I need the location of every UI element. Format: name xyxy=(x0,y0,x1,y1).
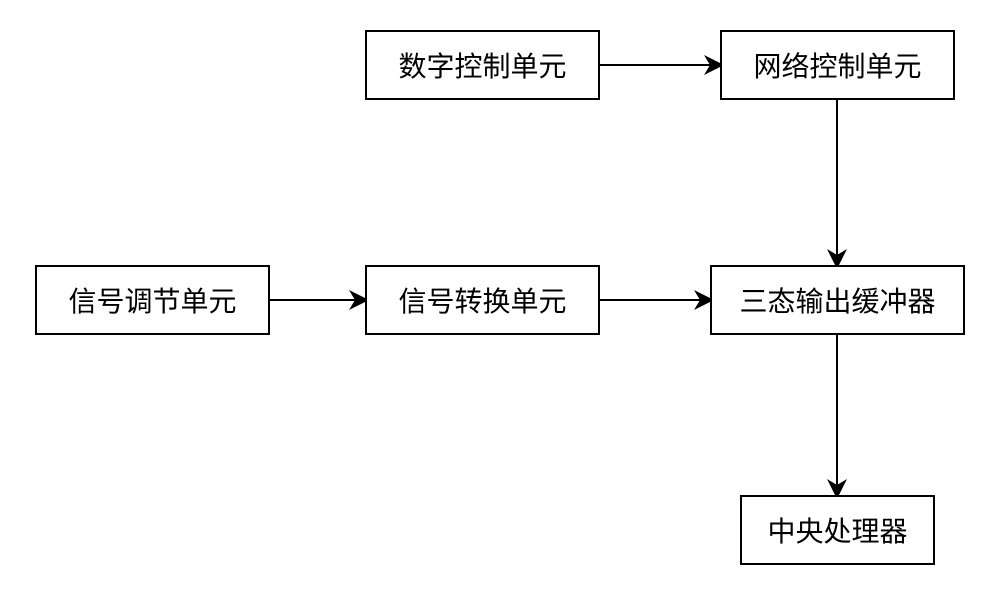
node-label: 中央处理器 xyxy=(767,510,907,550)
node-signal_convert: 信号转换单元 xyxy=(365,265,600,335)
node-signal_adjust: 信号调节单元 xyxy=(35,265,270,335)
node-label: 信号调节单元 xyxy=(68,280,236,320)
node-label: 数字控制单元 xyxy=(398,45,566,85)
node-tristate_buf: 三态输出缓冲器 xyxy=(710,265,965,335)
node-digital_ctrl: 数字控制单元 xyxy=(365,30,600,100)
node-label: 三态输出缓冲器 xyxy=(739,280,935,320)
node-label: 网络控制单元 xyxy=(753,45,921,85)
node-cpu: 中央处理器 xyxy=(740,495,935,565)
node-network_ctrl: 网络控制单元 xyxy=(720,30,955,100)
node-label: 信号转换单元 xyxy=(398,280,566,320)
diagram-canvas: 数字控制单元 网络控制单元信号调节单元 信号转换单元 三态输出缓冲器中央处理器 xyxy=(0,0,1000,594)
